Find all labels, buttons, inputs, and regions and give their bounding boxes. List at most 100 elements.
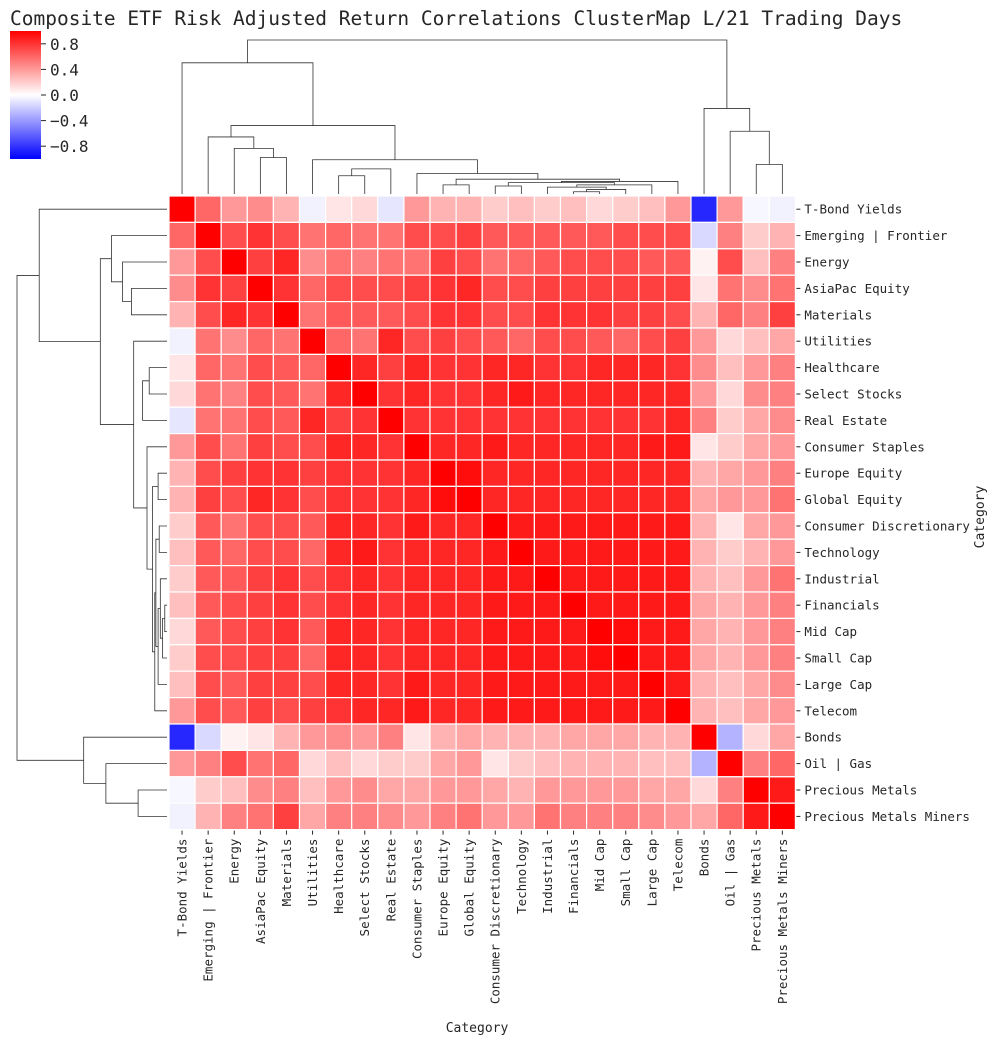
heatmap-cell-mid-cap-x-utilities [298,617,327,646]
row-label-bonds: Bonds [804,730,842,745]
heatmap-cell-asiapac-equity-x-t-bond-yields [168,274,196,303]
heatmap-cell-mid-cap-x-technology [507,617,535,646]
heatmap-cell-real-estate-x-asiapac-equity [246,406,275,435]
heatmap-cell-global-equity-x-mid-cap [585,485,614,514]
heatmap-cell-oil-gas-x-materials [272,749,301,778]
heatmap-cell-t-bond-yields-x-small-cap [612,195,640,223]
heatmap-cell-select-stocks-x-energy [220,380,248,408]
heatmap-cell-energy-x-precious-metals-miners [768,248,796,276]
heatmap-cell-small-cap-x-healthcare [325,644,353,672]
heatmap-cell-healthcare-x-bonds [690,353,718,382]
heatmap-cell-europe-equity-x-real-estate [377,459,405,487]
heatmap-cell-select-stocks-x-healthcare [325,380,353,408]
column-dendrogram-link-6 [507,182,615,187]
heatmap-cell-precious-metals-x-utilities [298,776,327,804]
heatmap-cell-large-cap-x-materials [272,670,301,699]
heatmap-cell-industrial-x-precious-metals-miners [768,564,796,593]
heatmap-cell-large-cap-x-small-cap [612,670,640,699]
heatmap-cell-materials-x-small-cap [612,301,640,329]
heatmap-cell-emerging-frontier-x-select-stocks [351,221,379,250]
heatmap-cell-technology-x-healthcare [325,538,353,567]
column-dendrogram-link-14 [259,157,287,194]
heatmap-cell-mid-cap-x-industrial [533,617,562,646]
heatmap-cell-industrial-x-select-stocks [351,564,379,593]
heatmap-cell-consumer-discretionary-x-select-stocks [351,512,379,540]
heatmap-cell-materials-x-bonds [690,301,718,329]
heatmap-cell-utilities-x-small-cap [612,327,640,355]
heatmap-cell-small-cap-x-utilities [298,644,327,672]
heatmap-cell-large-cap-x-telecom [664,670,692,699]
heatmap-cell-healthcare-x-healthcare [325,353,353,382]
heatmap-cell-global-equity-x-small-cap [612,485,640,514]
heatmap-cell-consumer-staples-x-consumer-staples [403,433,431,461]
heatmap-cell-energy-x-healthcare [325,248,353,276]
heatmap-cell-real-estate-x-energy [220,406,248,435]
heatmap-cell-europe-equity-x-industrial [533,459,562,487]
heatmap-cell-emerging-frontier-x-mid-cap [585,221,614,250]
heatmap-cell-bonds-x-telecom [664,723,692,751]
heatmap-cell-healthcare-x-small-cap [612,353,640,382]
heatmap-cell-emerging-frontier-x-materials [272,221,301,250]
heatmap-cell-energy-x-technology [507,248,535,276]
heatmap-cell-small-cap-x-telecom [664,644,692,672]
heatmap-cell-asiapac-equity-x-oil-gas [716,274,744,303]
heatmap-cell-consumer-discretionary-x-emerging-frontier [194,512,222,540]
heatmap-cell-europe-equity-x-financials [559,459,588,487]
heatmap-cell-industrial-x-real-estate [377,564,405,593]
heatmap-cell-select-stocks-x-precious-metals-miners [768,380,796,408]
heatmap-cell-europe-equity-x-consumer-discretionary [481,459,509,487]
heatmap-cell-asiapac-equity-x-asiapac-equity [246,274,275,303]
heatmap-cell-oil-gas-x-global-equity [455,749,483,778]
heatmap-cell-utilities-x-emerging-frontier [194,327,222,355]
heatmap-cell-global-equity-x-bonds [690,485,718,514]
heatmap-cell-telecom-x-select-stocks [351,696,379,725]
heatmap-cell-utilities-x-oil-gas [716,327,744,355]
heatmap-cell-global-equity-x-precious-metals [742,485,770,514]
heatmap-cell-europe-equity-x-telecom [664,459,692,487]
heatmap-cell-financials-x-materials [272,591,301,619]
heatmap-cell-consumer-staples-x-bonds [690,433,718,461]
heatmap-cell-bonds-x-large-cap [638,723,666,751]
heatmap-cell-precious-metals-x-bonds [690,776,718,804]
heatmap-cell-asiapac-equity-x-precious-metals [742,274,770,303]
heatmap-cell-healthcare-x-europe-equity [429,353,457,382]
heatmap-cell-global-equity-x-global-equity [455,485,483,514]
heatmap-cell-utilities-x-select-stocks [351,327,379,355]
heatmap-cell-precious-metals-miners-x-select-stocks [351,802,379,831]
heatmap-cell-precious-metals-x-small-cap [612,776,640,804]
heatmap-cell-small-cap-x-global-equity [455,644,483,672]
heatmap-cell-select-stocks-x-t-bond-yields [168,380,196,408]
row-label-t-bond-yields: T-Bond Yields [804,202,902,217]
heatmap-cell-large-cap-x-industrial [533,670,562,699]
colorbar-tick-label: 0.4 [50,60,79,79]
heatmap-cell-consumer-discretionary-x-financials [559,512,588,540]
heatmap-cell-materials-x-industrial [533,301,562,329]
heatmap-cell-precious-metals-miners-x-consumer-staples [403,802,431,831]
heatmap-cell-consumer-discretionary-x-precious-metals-miners [768,512,796,540]
row-label-europe-equity: Europe Equity [804,466,902,481]
row-dendrogram-link-0 [164,604,167,632]
heatmap-cell-utilities-x-precious-metals [742,327,770,355]
heatmap-cell-t-bond-yields-x-consumer-discretionary [481,195,509,223]
heatmap-cell-oil-gas-x-asiapac-equity [246,749,275,778]
heatmap-cell-precious-metals-x-precious-metals [742,776,770,804]
heatmap-cell-materials-x-precious-metals [742,301,770,329]
heatmap-cell-real-estate-x-utilities [298,406,327,435]
heatmap-cell-consumer-discretionary-x-consumer-discretionary [481,512,509,540]
heatmap-cell-select-stocks-x-real-estate [377,380,405,408]
heatmap-cell-materials-x-consumer-discretionary [481,301,509,329]
heatmap-cell-consumer-discretionary-x-large-cap [638,512,666,540]
heatmap-cell-financials-x-mid-cap [585,591,614,619]
heatmap-cell-global-equity-x-healthcare [325,485,353,514]
heatmap-cell-technology-x-real-estate [377,538,405,567]
heatmap-cell-bonds-x-materials [272,723,301,751]
heatmap-cell-oil-gas-x-mid-cap [585,749,614,778]
heatmap-cell-telecom-x-healthcare [325,696,353,725]
heatmap-cell-industrial-x-healthcare [325,564,353,593]
heatmap-cell-select-stocks-x-financials [559,380,588,408]
heatmap-cell-materials-x-t-bond-yields [168,301,196,329]
heatmap-cell-mid-cap-x-small-cap [612,617,640,646]
heatmap-cell-large-cap-x-asiapac-equity [246,670,275,699]
heatmap-cell-utilities-x-telecom [664,327,692,355]
heatmap-cell-industrial-x-materials [272,564,301,593]
